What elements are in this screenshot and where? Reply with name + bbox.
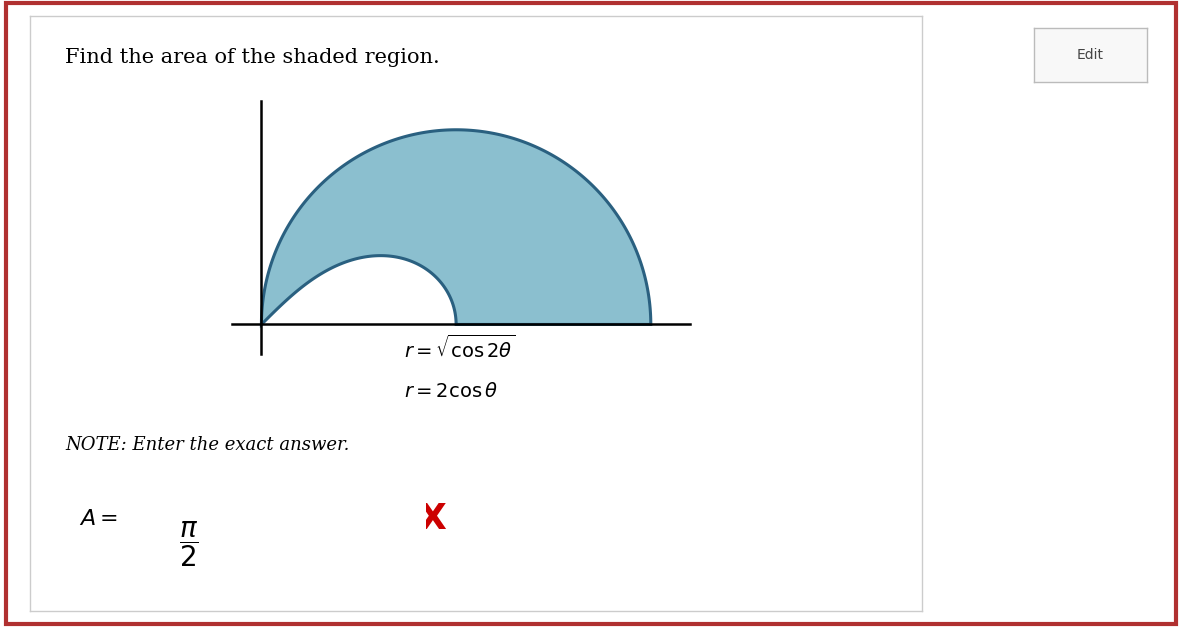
Text: Edit: Edit [1077, 48, 1104, 62]
Polygon shape [261, 130, 651, 324]
Text: $A =$: $A =$ [79, 508, 118, 530]
Text: $\mathbf{X}$: $\mathbf{X}$ [417, 502, 447, 536]
Text: $\dfrac{\pi}{2}$: $\dfrac{\pi}{2}$ [180, 519, 199, 569]
Text: $r = \sqrt{\cos 2\theta}$: $r = \sqrt{\cos 2\theta}$ [404, 334, 515, 362]
Text: Find the area of the shaded region.: Find the area of the shaded region. [65, 48, 440, 68]
FancyBboxPatch shape [128, 499, 434, 589]
Text: NOTE: Enter the exact answer.: NOTE: Enter the exact answer. [65, 436, 350, 453]
Text: $r = 2\cos\theta$: $r = 2\cos\theta$ [404, 382, 499, 401]
